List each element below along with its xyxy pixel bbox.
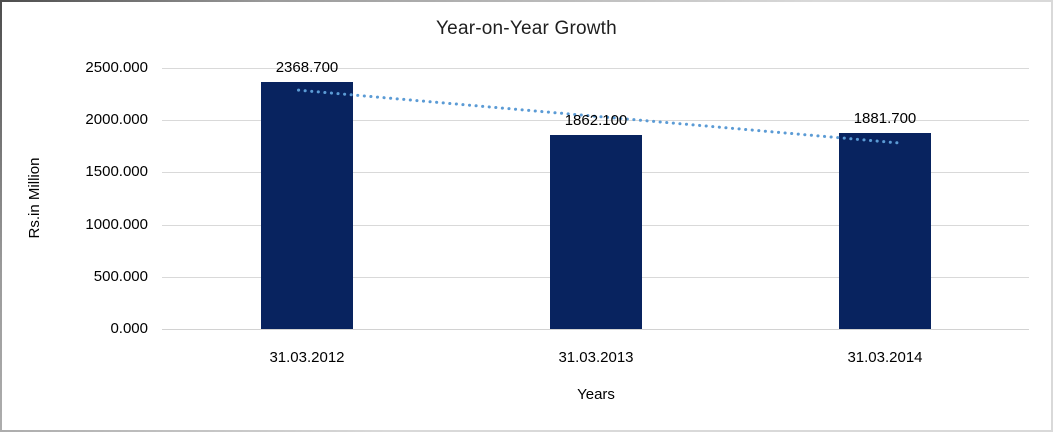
y-tick-label: 1000.000 [85,216,148,233]
x-tick-label: 31.03.2014 [847,349,923,366]
y-tick-label: 0.000 [110,320,148,337]
chart-title: Year-on-Year Growth [436,18,617,39]
bar-31.03.2013 [550,135,642,329]
gridline [162,68,1029,69]
x-axis-title: Years [577,386,615,403]
gridline [162,329,1029,330]
data-label: 1862.100 [564,112,628,129]
data-label: 1881.700 [853,110,917,127]
y-axis-title: Rs.in Million [26,157,43,239]
x-tick-label: 31.03.2013 [558,349,634,366]
bar-31.03.2012 [261,82,353,329]
y-tick-label: 2000.000 [85,111,148,128]
data-label: 2368.700 [275,59,339,76]
y-tick-label: 500.000 [93,268,148,285]
y-tick-label: 2500.000 [85,59,148,76]
x-tick-label: 31.03.2012 [269,349,345,366]
bar-31.03.2014 [839,133,931,329]
y-tick-label: 1500.000 [85,163,148,180]
